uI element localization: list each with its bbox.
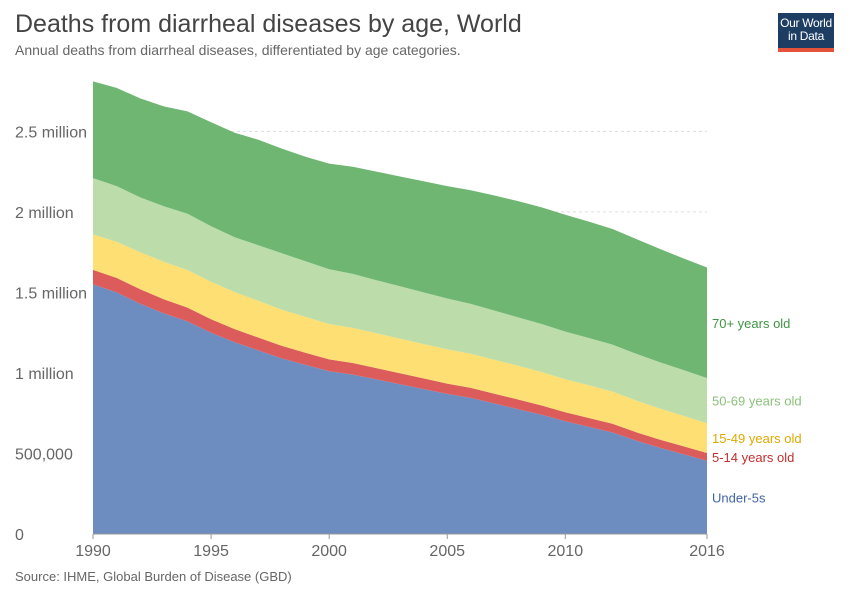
x-tick-label: 2000	[311, 543, 347, 560]
y-tick-label: 1.5 million	[15, 285, 87, 302]
chart-subtitle: Annual deaths from diarrheal diseases, d…	[15, 42, 461, 58]
area-15-49-years-old	[93, 234, 707, 453]
axes: 0 500,000 1 million 1.5 million 2 million 2.5…	[15, 124, 725, 560]
series-label-50-69-years-old: 50-69 years old	[712, 394, 802, 409]
area-5-14-years-old	[93, 269, 707, 461]
logo-line-1: Our World	[780, 16, 832, 30]
x-tick-label: 1995	[193, 543, 229, 560]
y-tick-label: 2.5 million	[15, 124, 87, 141]
area-under-5s	[93, 284, 707, 534]
series-labels: 70+ years old 50-69 years old 15-49 years …	[712, 316, 802, 506]
area-series-group	[93, 81, 707, 534]
chart-title: Deaths from diarrheal diseases by age, W…	[15, 10, 522, 38]
x-tick-label: 2010	[548, 543, 584, 560]
series-label-15-49-years-old: 15-49 years old	[712, 431, 802, 446]
y-tick-label: 2 million	[15, 205, 74, 222]
area-50-69-years-old	[93, 178, 707, 424]
x-tick-label: 2005	[429, 543, 465, 560]
y-tick-label: 500,000	[15, 446, 73, 463]
area-70-years-old	[93, 81, 707, 379]
y-tick-label: 0	[15, 527, 24, 544]
logo-accent-bar	[778, 48, 834, 52]
x-tick-label: 2016	[689, 543, 725, 560]
logo-line-2: in Data	[788, 29, 824, 43]
owid-logo[interactable]: Our World in Data	[778, 13, 834, 52]
y-tick-label: 1 million	[15, 366, 74, 383]
x-tick-label: 1990	[75, 543, 111, 560]
series-label-5-14-years-old: 5-14 years old	[712, 450, 794, 465]
series-label-under-5s: Under-5s	[712, 490, 766, 505]
series-label-70-years-old: 70+ years old	[712, 316, 790, 331]
source-note: Source: IHME, Global Burden of Disease (…	[15, 569, 292, 584]
